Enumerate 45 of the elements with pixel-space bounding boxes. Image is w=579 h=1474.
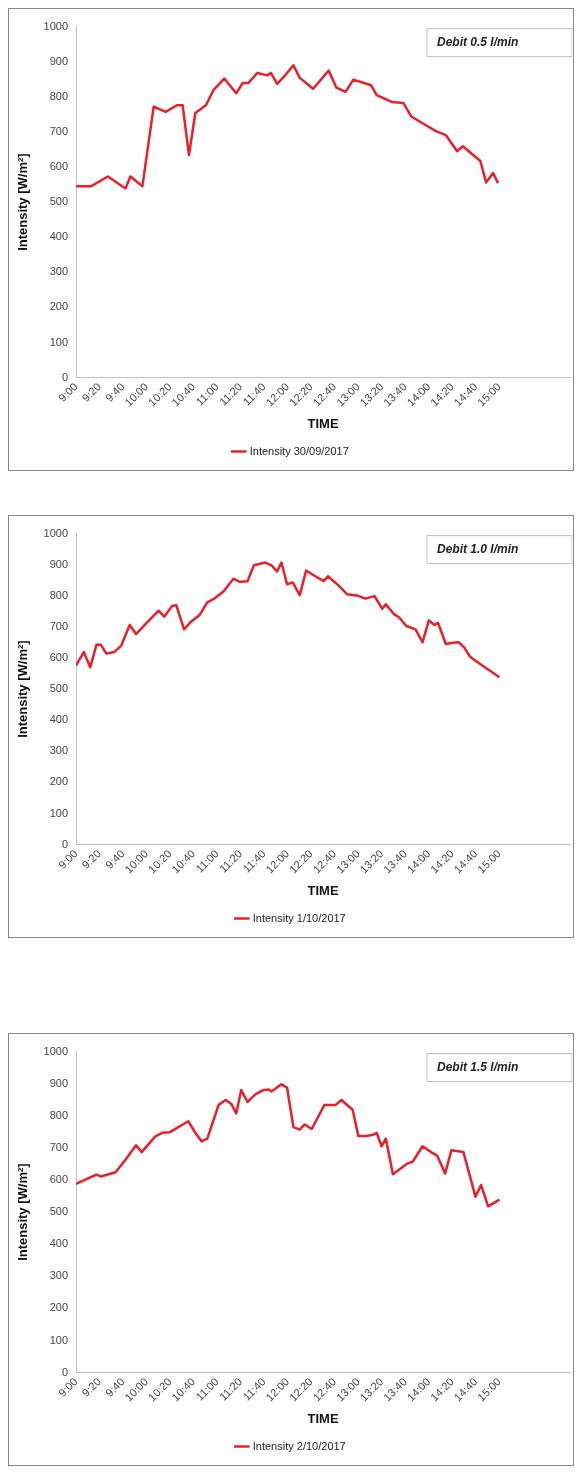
y-tick-label: 0 bbox=[61, 370, 69, 383]
y-tick-label: 400 bbox=[49, 230, 69, 243]
annotation: Debit 0.5 l/min bbox=[437, 34, 519, 49]
y-axis-title: Intensity [W/m²] bbox=[15, 640, 31, 738]
y-tick-label: 200 bbox=[49, 775, 69, 788]
y-tick-label: 700 bbox=[49, 124, 69, 137]
y-tick-label: 300 bbox=[49, 1269, 69, 1282]
y-axis-title: Intensity [W/m²] bbox=[15, 1163, 31, 1261]
y-tick-label: 0 bbox=[61, 1365, 69, 1378]
y-tick-label: 600 bbox=[49, 1173, 69, 1186]
y-tick-label: 900 bbox=[49, 1076, 69, 1089]
legend-label: Intensity 1/10/2017 bbox=[252, 911, 346, 924]
y-tick-label: 1000 bbox=[43, 19, 69, 32]
y-tick-label: 800 bbox=[49, 89, 69, 102]
y-tick-label: 900 bbox=[49, 54, 69, 67]
annotation: Debit 1.5 l/min bbox=[437, 1059, 519, 1074]
y-tick-label: 800 bbox=[49, 1108, 69, 1121]
x-axis-title: TIME bbox=[307, 415, 339, 431]
y-tick-label: 700 bbox=[49, 1140, 69, 1153]
legend-label: Intensity 2/10/2017 bbox=[252, 1439, 346, 1452]
y-tick-label: 600 bbox=[49, 651, 69, 664]
y-tick-label: 100 bbox=[49, 1333, 69, 1346]
x-axis-title: TIME bbox=[307, 882, 339, 898]
x-axis-title: TIME bbox=[307, 1410, 339, 1426]
y-tick-label: 300 bbox=[49, 265, 69, 278]
y-tick-label: 800 bbox=[49, 588, 69, 601]
y-tick-label: 500 bbox=[49, 195, 69, 208]
y-tick-label: 500 bbox=[49, 1205, 69, 1218]
y-tick-label: 600 bbox=[49, 160, 69, 173]
y-tick-label: 400 bbox=[49, 1237, 69, 1250]
y-axis-title: Intensity [W/m²] bbox=[15, 153, 31, 251]
legend-label: Intensity 30/09/2017 bbox=[249, 444, 349, 457]
y-tick-label: 400 bbox=[49, 713, 69, 726]
annotation: Debit 1.0 l/min bbox=[437, 541, 519, 556]
y-tick-label: 1000 bbox=[43, 1044, 69, 1057]
y-tick-label: 200 bbox=[49, 1301, 69, 1314]
y-tick-label: 100 bbox=[49, 335, 69, 348]
y-tick-label: 1000 bbox=[43, 526, 69, 539]
y-tick-label: 200 bbox=[49, 300, 69, 313]
y-tick-label: 300 bbox=[49, 744, 69, 757]
y-tick-label: 0 bbox=[61, 837, 69, 850]
y-tick-label: 900 bbox=[49, 557, 69, 570]
y-tick-label: 100 bbox=[49, 806, 69, 819]
y-tick-label: 700 bbox=[49, 619, 69, 632]
y-tick-label: 500 bbox=[49, 682, 69, 695]
